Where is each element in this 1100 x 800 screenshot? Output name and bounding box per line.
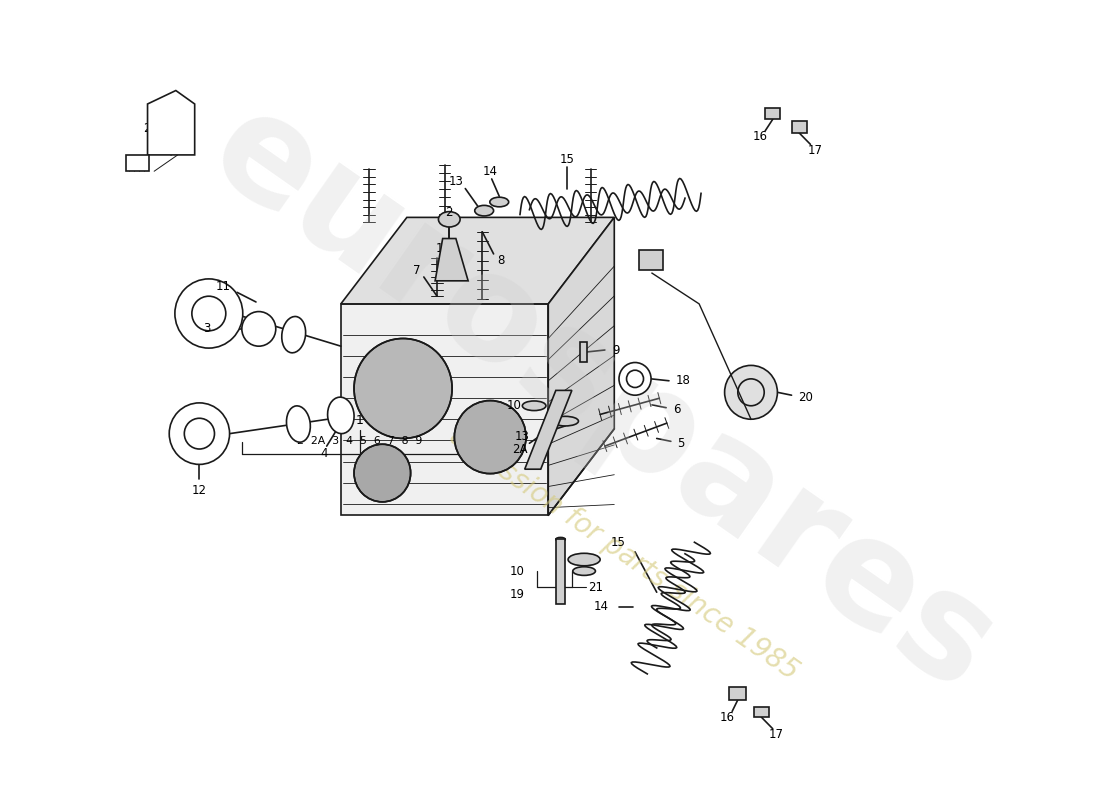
Polygon shape (792, 122, 806, 133)
Circle shape (354, 338, 452, 438)
Text: 10: 10 (507, 399, 521, 412)
Text: 16: 16 (752, 130, 768, 143)
Text: 14: 14 (594, 600, 608, 613)
Circle shape (619, 362, 651, 395)
Ellipse shape (328, 397, 354, 434)
Ellipse shape (573, 566, 595, 575)
Text: 13: 13 (515, 430, 529, 443)
Polygon shape (436, 238, 469, 281)
Polygon shape (341, 304, 548, 515)
Polygon shape (754, 706, 769, 717)
Ellipse shape (556, 538, 565, 542)
Text: 16: 16 (719, 710, 735, 724)
Text: 15: 15 (560, 154, 574, 166)
Circle shape (725, 366, 778, 419)
Text: 11: 11 (216, 280, 231, 293)
Text: 10: 10 (436, 242, 450, 254)
Text: 2  2A  3  4  5  6  7  8  9: 2 2A 3 4 5 6 7 8 9 (297, 436, 422, 446)
Circle shape (354, 444, 410, 502)
Ellipse shape (522, 401, 546, 410)
Ellipse shape (282, 317, 306, 353)
Text: 5: 5 (678, 437, 685, 450)
Polygon shape (147, 90, 195, 155)
Ellipse shape (490, 198, 508, 207)
Text: 18: 18 (675, 374, 691, 387)
Polygon shape (525, 390, 572, 469)
Text: 12: 12 (191, 484, 207, 497)
Circle shape (175, 279, 243, 348)
Ellipse shape (439, 212, 460, 227)
Ellipse shape (475, 206, 494, 216)
Text: 1: 1 (355, 414, 364, 426)
Polygon shape (548, 218, 614, 515)
Circle shape (169, 403, 230, 464)
Text: 9: 9 (613, 343, 620, 357)
Text: 8: 8 (497, 254, 505, 267)
Polygon shape (639, 250, 663, 270)
Text: 10: 10 (509, 565, 525, 578)
Circle shape (242, 311, 276, 346)
Text: 2: 2 (446, 206, 453, 219)
Text: 15: 15 (610, 536, 626, 549)
Polygon shape (556, 539, 565, 604)
Polygon shape (125, 155, 150, 171)
Text: 19: 19 (509, 588, 525, 601)
Text: 17: 17 (807, 144, 823, 157)
Circle shape (454, 401, 526, 474)
Text: eurospares: eurospares (185, 78, 1021, 722)
Polygon shape (729, 687, 746, 700)
Text: 4: 4 (320, 447, 328, 460)
Text: 6: 6 (673, 403, 680, 416)
Text: a passion for parts since 1985: a passion for parts since 1985 (443, 422, 804, 686)
Polygon shape (766, 108, 780, 119)
Text: 17: 17 (769, 728, 784, 741)
Ellipse shape (568, 554, 601, 566)
Text: 14: 14 (482, 165, 497, 178)
Text: 2A: 2A (513, 443, 528, 457)
Polygon shape (581, 342, 587, 362)
Text: 3: 3 (204, 322, 210, 335)
Ellipse shape (286, 406, 310, 442)
Text: 7: 7 (412, 264, 420, 277)
Text: 20: 20 (799, 390, 813, 404)
Text: 22: 22 (143, 122, 158, 135)
Ellipse shape (552, 416, 579, 426)
Text: 21: 21 (587, 581, 603, 594)
Polygon shape (341, 218, 614, 304)
Text: 13: 13 (449, 175, 463, 188)
